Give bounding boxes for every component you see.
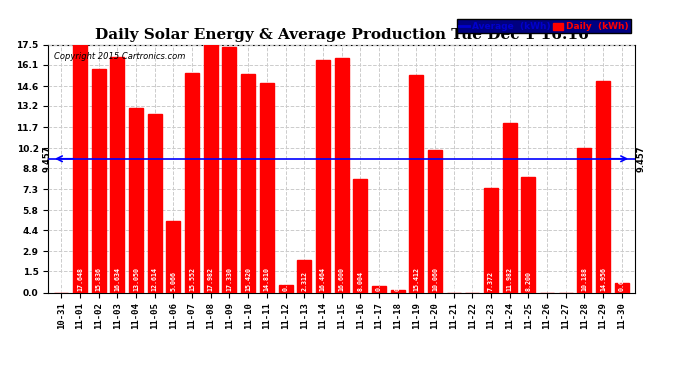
Bar bbox=[615, 283, 629, 292]
Bar bbox=[110, 57, 124, 292]
Text: 0.200: 0.200 bbox=[395, 272, 401, 291]
Bar bbox=[502, 123, 517, 292]
Bar bbox=[92, 69, 106, 292]
Text: 12.614: 12.614 bbox=[152, 267, 158, 291]
Text: 0.686: 0.686 bbox=[619, 272, 624, 291]
Bar bbox=[428, 150, 442, 292]
Text: 2.312: 2.312 bbox=[302, 272, 307, 291]
Text: 15.552: 15.552 bbox=[189, 267, 195, 291]
Text: 0.000: 0.000 bbox=[562, 272, 569, 291]
Text: 8.004: 8.004 bbox=[357, 272, 363, 291]
Text: 15.412: 15.412 bbox=[413, 267, 420, 291]
Text: 10.188: 10.188 bbox=[582, 267, 587, 291]
Bar bbox=[335, 58, 348, 292]
Bar bbox=[260, 83, 274, 292]
Bar bbox=[391, 290, 404, 292]
Bar bbox=[578, 148, 591, 292]
Bar bbox=[185, 72, 199, 292]
Text: 16.600: 16.600 bbox=[339, 267, 344, 291]
Text: 0.000: 0.000 bbox=[544, 272, 550, 291]
Bar bbox=[222, 47, 237, 292]
Text: 0.000: 0.000 bbox=[451, 272, 457, 291]
Title: Daily Solar Energy & Average Production Tue Dec 1 16:16: Daily Solar Energy & Average Production … bbox=[95, 28, 589, 42]
Bar bbox=[166, 221, 181, 292]
Bar bbox=[522, 177, 535, 292]
Bar bbox=[148, 114, 161, 292]
Legend: Average  (kWh), Daily  (kWh): Average (kWh), Daily (kWh) bbox=[457, 20, 631, 33]
Text: 13.050: 13.050 bbox=[133, 267, 139, 291]
Text: 15.836: 15.836 bbox=[96, 267, 101, 291]
Text: 7.372: 7.372 bbox=[488, 272, 494, 291]
Text: 17.330: 17.330 bbox=[226, 267, 233, 291]
Bar bbox=[73, 43, 87, 292]
Bar bbox=[204, 38, 218, 292]
Text: 5.066: 5.066 bbox=[170, 272, 177, 291]
Text: 0.534: 0.534 bbox=[282, 272, 288, 291]
Bar bbox=[596, 81, 610, 292]
Text: 9.457: 9.457 bbox=[43, 146, 52, 172]
Text: 8.200: 8.200 bbox=[525, 272, 531, 291]
Text: 9.457: 9.457 bbox=[637, 146, 646, 172]
Text: 14.956: 14.956 bbox=[600, 267, 606, 291]
Bar bbox=[372, 286, 386, 292]
Text: 16.464: 16.464 bbox=[320, 267, 326, 291]
Text: 0.000: 0.000 bbox=[59, 272, 64, 291]
Text: 10.060: 10.060 bbox=[432, 267, 438, 291]
Bar bbox=[129, 108, 143, 292]
Bar bbox=[353, 179, 367, 292]
Bar bbox=[316, 60, 330, 292]
Bar bbox=[484, 188, 498, 292]
Text: 11.982: 11.982 bbox=[506, 267, 513, 291]
Text: 0.452: 0.452 bbox=[376, 272, 382, 291]
Text: 17.982: 17.982 bbox=[208, 267, 214, 291]
Text: 15.420: 15.420 bbox=[245, 267, 251, 291]
Bar bbox=[241, 74, 255, 292]
Text: 14.810: 14.810 bbox=[264, 267, 270, 291]
Text: Copyright 2015 Cartronics.com: Copyright 2015 Cartronics.com bbox=[55, 53, 186, 62]
Bar bbox=[409, 75, 423, 292]
Text: 16.634: 16.634 bbox=[115, 267, 121, 291]
Text: 17.648: 17.648 bbox=[77, 267, 83, 291]
Text: 0.000: 0.000 bbox=[469, 272, 475, 291]
Bar bbox=[279, 285, 293, 292]
Bar bbox=[297, 260, 311, 292]
